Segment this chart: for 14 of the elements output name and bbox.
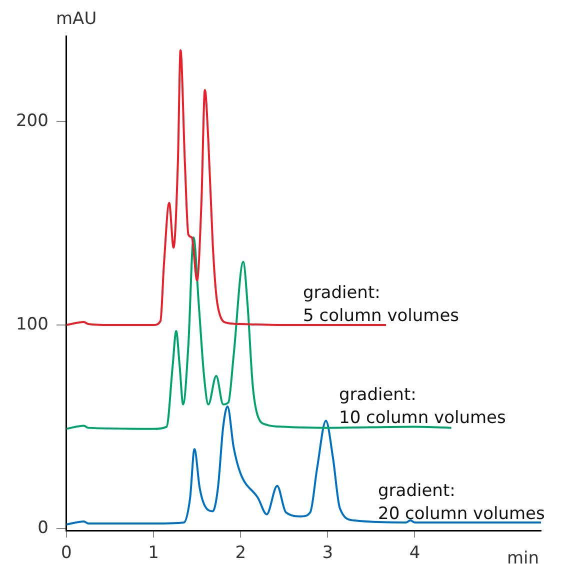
- line-series: [66, 49, 388, 326]
- series-label: gradient: 5 column volumes: [303, 283, 460, 326]
- x-tick-label: 2: [235, 543, 246, 564]
- x-tick-label: 4: [409, 543, 420, 564]
- y-axis-title: mAU: [56, 8, 97, 29]
- y-tick-label: 200: [16, 110, 48, 131]
- y-tick-label: 0: [38, 518, 48, 538]
- y-tick-label: 100: [16, 314, 48, 334]
- x-tick-label: 0: [61, 543, 72, 564]
- series-label: gradient: 20 column volumes: [378, 481, 545, 524]
- x-tick-label: 1: [148, 543, 159, 564]
- x-tick-label: 3: [322, 543, 334, 564]
- x-axis-title: min: [506, 548, 539, 569]
- series-label: gradient: 10 column volumes: [339, 385, 506, 428]
